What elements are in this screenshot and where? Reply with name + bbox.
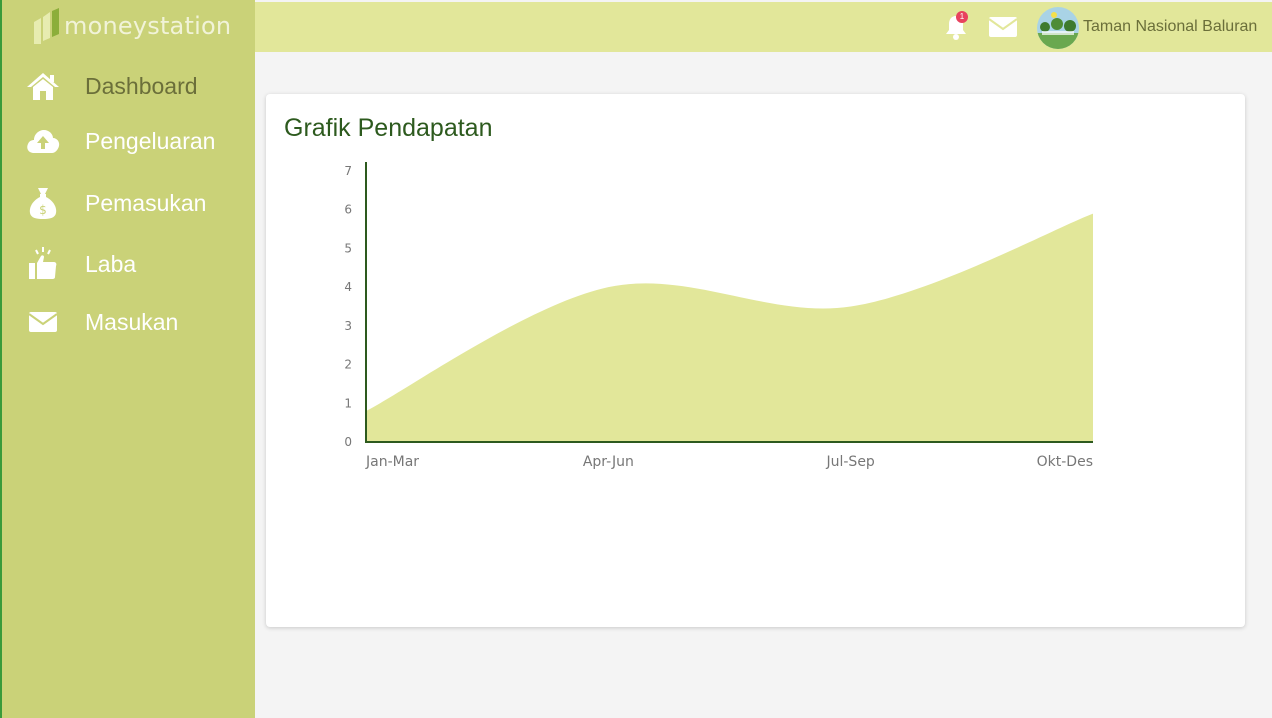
thumbs-up-icon	[26, 247, 60, 281]
sidebar-item-pengeluaran[interactable]: Pengeluaran	[2, 119, 255, 163]
sidebar-item-dashboard[interactable]: Dashboard	[2, 64, 255, 108]
money-bag-icon: $	[26, 186, 60, 220]
home-icon	[26, 69, 60, 103]
notification-badge: 1	[956, 11, 968, 23]
y-tick-label: 5	[344, 241, 352, 255]
topbar: 1 Taman Nasional Baluran	[255, 2, 1272, 52]
sidebar-item-label: Masukan	[85, 308, 179, 335]
x-tick-label: Jan-Mar	[365, 454, 419, 470]
y-tick-label: 6	[344, 203, 352, 217]
envelope-icon	[988, 17, 1018, 37]
brand[interactable]: moneystation	[32, 8, 231, 44]
card-title: Grafik Pendapatan	[284, 114, 493, 142]
sidebar-item-label: Pemasukan	[85, 189, 207, 216]
sidebar-item-masukan[interactable]: Masukan	[2, 300, 255, 344]
sidebar-item-label: Laba	[85, 250, 137, 277]
y-tick-label: 7	[344, 164, 352, 178]
x-tick-label: Jul-Sep	[825, 454, 874, 470]
y-tick-label: 0	[344, 435, 352, 449]
messages-button[interactable]	[988, 12, 1018, 42]
revenue-chart-card: Grafik Pendapatan 0 1 2 3 4 5 6 7 Jan-Mar Apr-Jun…	[266, 94, 1245, 627]
svg-text:$: $	[39, 203, 47, 217]
y-tick-label: 2	[344, 358, 352, 372]
sidebar-item-laba[interactable]: Laba	[2, 242, 255, 286]
revenue-area-chart: 0 1 2 3 4 5 6 7 Jan-Mar Apr-Jun Jul-Sep Okt-Des	[344, 162, 1093, 470]
window-edge	[0, 0, 2, 718]
y-tick-label: 3	[344, 319, 352, 333]
brand-name: moneystation	[64, 12, 232, 40]
sidebar: moneystation Dashboard Pengeluaran	[2, 0, 255, 718]
x-tick-label: Apr-Jun	[583, 454, 634, 470]
sidebar-item-label: Dashboard	[85, 72, 198, 99]
x-tick-label: Okt-Des	[1037, 454, 1093, 470]
notifications-button[interactable]: 1	[943, 11, 969, 42]
avatar[interactable]	[1037, 7, 1079, 49]
user-name[interactable]: Taman Nasional Baluran	[1083, 18, 1258, 35]
cloud-upload-icon	[26, 124, 60, 158]
sidebar-item-label: Pengeluaran	[85, 127, 216, 154]
sidebar-item-pemasukan[interactable]: $ Pemasukan	[2, 181, 255, 225]
user-avatar-image	[1037, 7, 1079, 49]
y-tick-label: 1	[344, 396, 352, 410]
moneystation-logo-icon	[34, 8, 59, 44]
envelope-icon	[26, 305, 60, 339]
area-series	[366, 213, 1093, 442]
y-tick-label: 4	[344, 280, 352, 294]
